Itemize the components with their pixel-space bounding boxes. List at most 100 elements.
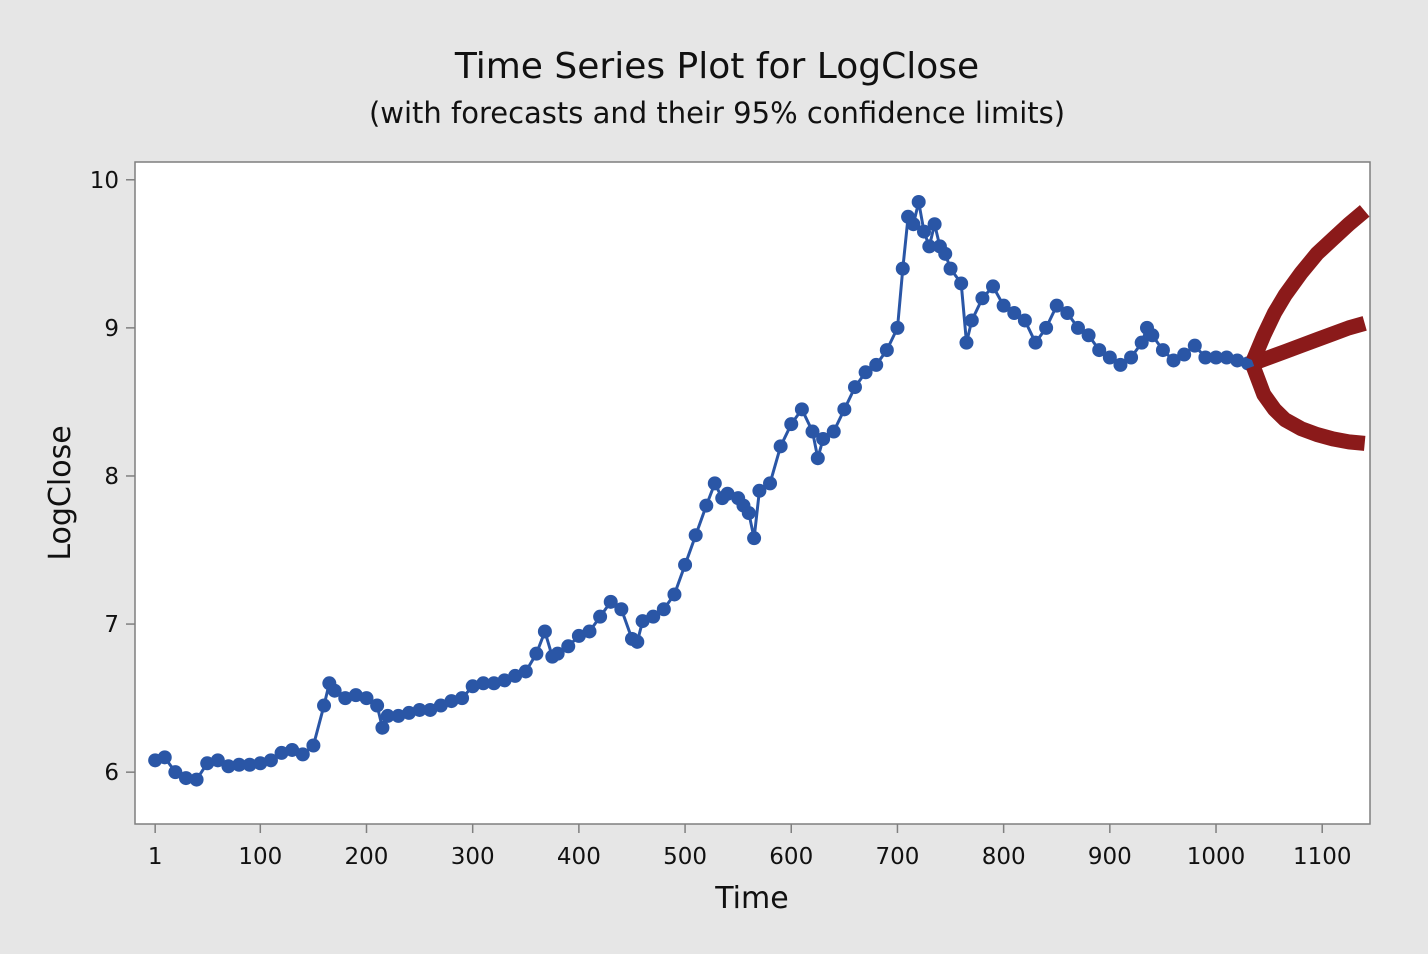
x-tick-label: 800 bbox=[982, 844, 1026, 870]
observed-data-point bbox=[1028, 335, 1043, 350]
observed-data-point bbox=[1060, 306, 1075, 321]
observed-data-point bbox=[1187, 338, 1202, 353]
y-axis: 6 7 8 9 10 bbox=[90, 168, 135, 786]
observed-data-point bbox=[423, 702, 438, 717]
x-tick-label: 100 bbox=[238, 844, 282, 870]
observed-data-point bbox=[412, 702, 427, 717]
observed-data-point bbox=[1155, 343, 1170, 358]
observed-data-point bbox=[805, 424, 820, 439]
observed-data-point bbox=[168, 765, 183, 780]
observed-data-point bbox=[508, 668, 523, 683]
observed-data-point bbox=[975, 291, 990, 306]
observed-data-point bbox=[911, 194, 926, 209]
observed-data-point bbox=[210, 753, 225, 768]
observed-data-point bbox=[1092, 343, 1107, 358]
observed-data-point bbox=[699, 498, 714, 513]
observed-data-point bbox=[869, 357, 884, 372]
observed-data-point bbox=[242, 757, 257, 772]
observed-data-point bbox=[370, 698, 385, 713]
x-tick-label: 900 bbox=[1088, 844, 1132, 870]
observed-data-point bbox=[200, 756, 215, 771]
observed-data-point bbox=[943, 261, 958, 276]
observed-data-point bbox=[826, 424, 841, 439]
observed-data-point bbox=[561, 639, 576, 654]
observed-data-point bbox=[906, 217, 921, 232]
observed-data-point bbox=[1039, 320, 1054, 335]
observed-data-point bbox=[656, 602, 671, 617]
observed-data-point bbox=[678, 557, 693, 572]
observed-data-point bbox=[938, 246, 953, 261]
observed-data-point bbox=[837, 402, 852, 417]
observed-data-point bbox=[752, 483, 767, 498]
observed-data-point bbox=[433, 698, 448, 713]
observed-data-point bbox=[232, 757, 247, 772]
forecast-line bbox=[1250, 316, 1367, 371]
plot-marks bbox=[148, 194, 1370, 787]
observed-data-point bbox=[285, 742, 300, 757]
x-tick-label: 400 bbox=[557, 844, 601, 870]
observed-data-point bbox=[1219, 350, 1234, 365]
y-tick-label: 6 bbox=[104, 760, 119, 786]
upper-confidence-limit-line bbox=[1246, 205, 1370, 364]
observed-data-point bbox=[1177, 347, 1192, 362]
x-tick-label: 500 bbox=[663, 844, 707, 870]
observed-data-point bbox=[667, 587, 682, 602]
observed-data-point bbox=[890, 320, 905, 335]
y-tick-label: 8 bbox=[104, 464, 119, 490]
x-axis-label: Time bbox=[714, 881, 788, 916]
observed-data-point bbox=[954, 276, 969, 291]
observed-data-point bbox=[1007, 306, 1022, 321]
x-tick-label: 600 bbox=[769, 844, 813, 870]
observed-data-point bbox=[263, 753, 278, 768]
observed-data-point bbox=[274, 745, 289, 760]
x-tick-label: 300 bbox=[451, 844, 495, 870]
observed-data-point bbox=[338, 691, 353, 706]
observed-data-point bbox=[794, 402, 809, 417]
lower-confidence-limit-line bbox=[1246, 363, 1366, 451]
x-tick-label: 200 bbox=[345, 844, 389, 870]
observed-data-point bbox=[1166, 353, 1181, 368]
observed-data-point bbox=[537, 624, 552, 639]
observed-data-point bbox=[688, 528, 703, 543]
observed-data-point bbox=[1134, 335, 1149, 350]
observed-data-point bbox=[879, 343, 894, 358]
observed-data-point bbox=[1198, 350, 1213, 365]
observed-data-point bbox=[986, 279, 1001, 294]
y-tick-label: 10 bbox=[90, 168, 119, 194]
observed-data-point bbox=[784, 417, 799, 432]
observed-data-point bbox=[1081, 328, 1096, 343]
observed-data-point bbox=[707, 476, 722, 491]
observed-data-point bbox=[486, 676, 501, 691]
observed-data-point bbox=[922, 239, 937, 254]
observed-data-point bbox=[847, 380, 862, 395]
observed-data-point bbox=[178, 771, 193, 786]
observed-data-point bbox=[465, 679, 480, 694]
plot-area bbox=[134, 161, 1371, 825]
y-tick-label: 9 bbox=[104, 316, 119, 342]
observed-data-point bbox=[306, 738, 321, 753]
observed-data-point bbox=[380, 708, 395, 723]
observed-data-point bbox=[858, 365, 873, 380]
observed-data-point bbox=[773, 439, 788, 454]
observed-data-point bbox=[895, 261, 910, 276]
y-tick-label: 7 bbox=[104, 612, 119, 638]
observed-data-point bbox=[391, 708, 406, 723]
observed-data-point bbox=[401, 705, 416, 720]
x-axis: 1 100 200 300 400 500 600 700 800 900 1000 1100 bbox=[148, 824, 1351, 870]
observed-data-point bbox=[295, 747, 310, 762]
observed-data-point bbox=[1070, 320, 1085, 335]
observed-data-point bbox=[763, 476, 778, 491]
chart-subtitle: (with forecasts and their 95% confidence… bbox=[369, 96, 1065, 130]
observed-data-point bbox=[253, 756, 268, 771]
y-axis-label: LogClose bbox=[43, 425, 78, 560]
observed-data-point bbox=[1209, 350, 1224, 365]
observed-data-point bbox=[959, 335, 974, 350]
observed-data-point bbox=[1102, 350, 1117, 365]
x-tick-label: 700 bbox=[875, 844, 919, 870]
observed-data-point bbox=[741, 505, 756, 520]
observed-data-point bbox=[810, 451, 825, 466]
observed-data-point bbox=[550, 646, 565, 661]
observed-data-point bbox=[1145, 328, 1160, 343]
observed-data-point bbox=[614, 602, 629, 617]
